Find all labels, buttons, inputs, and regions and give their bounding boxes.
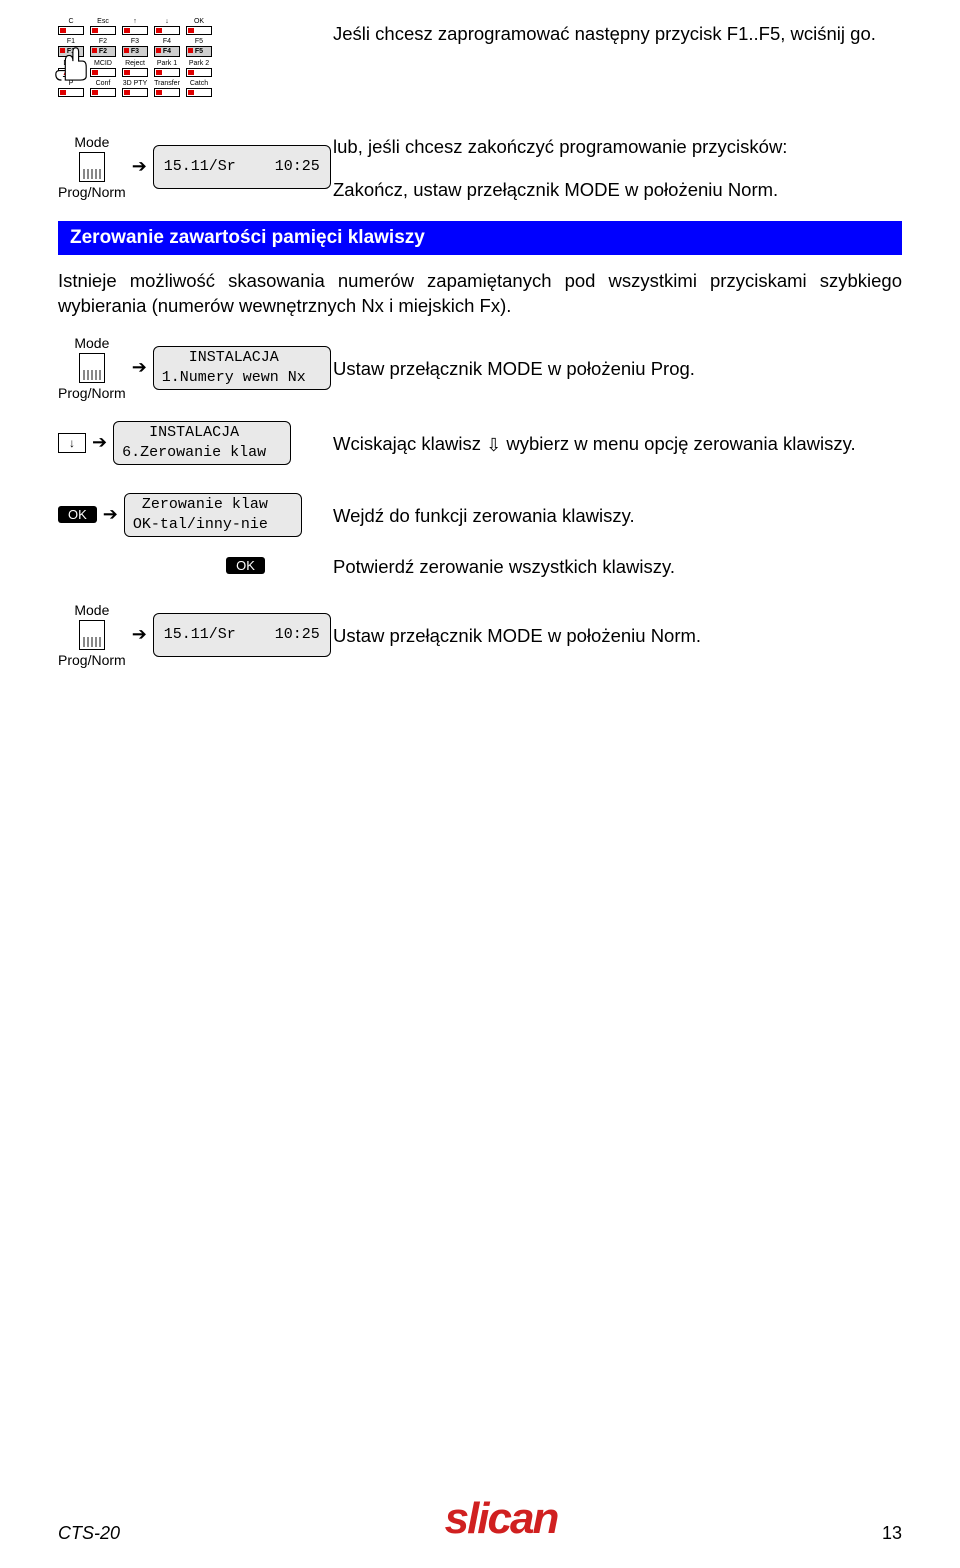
kp-lbl: Park 2	[189, 60, 209, 68]
mode-switch-icon: Mode Prog/Norm	[58, 134, 126, 200]
step-text-fragment: Wciskając klawisz	[333, 433, 486, 454]
step-text: lub, jeśli chcesz zakończyć programowani…	[333, 135, 902, 160]
lcd-text: Zerowanie klaw	[133, 495, 293, 515]
lcd-display: 15.11/Sr 10:25	[153, 145, 331, 189]
arrow-right-icon: ➔	[92, 432, 107, 453]
lcd-text: 10:25	[275, 625, 320, 645]
hand-icon	[52, 44, 90, 82]
kp-fkey: F2	[99, 48, 107, 55]
lcd-display: Zerowanie klaw OK-tal/inny-nie	[124, 493, 302, 537]
ok-key-icon: OK	[226, 557, 265, 574]
lcd-display: INSTALACJA 6.Zerowanie klaw	[113, 421, 291, 465]
mode-switch-icon: Mode Prog/Norm	[58, 602, 126, 668]
page-footer: CTS-20 slican 13	[58, 1494, 902, 1544]
step-text: Zakończ, ustaw przełącznik MODE w położe…	[333, 178, 902, 203]
kp-fkey: F5	[195, 48, 203, 55]
kp-lbl: Transfer	[154, 80, 180, 88]
mode-switch-icon: Mode Prog/Norm	[58, 335, 126, 401]
lcd-text: OK-tal/inny-nie	[133, 515, 293, 535]
ok-key-icon: OK	[58, 506, 97, 523]
arrow-right-icon: ➔	[132, 156, 147, 177]
down-key-icon: ↓	[58, 433, 86, 453]
footer-model: CTS-20	[58, 1523, 120, 1544]
kp-lbl: C	[68, 18, 73, 26]
kp-lbl: OK	[194, 18, 204, 26]
intro-paragraph: Istnieje możliwość skasowania numerów za…	[58, 269, 902, 319]
step-text-fragment: wybierz w menu opcję zerowania klawiszy.	[501, 433, 855, 454]
lcd-text: 15.11/Sr	[164, 157, 236, 177]
arrow-right-icon: ➔	[132, 624, 147, 645]
mode-label-bottom: Prog/Norm	[58, 184, 126, 200]
footer-page-number: 13	[882, 1523, 902, 1544]
lcd-text: 10:25	[275, 157, 320, 177]
lcd-display: 15.11/Sr 10:25	[153, 613, 331, 657]
kp-lbl: 3D PTY	[123, 80, 148, 88]
step-text: Wejdź do funkcji zerowania klawiszy.	[333, 500, 902, 529]
step-text: Ustaw przełącznik MODE w położeniu Prog.	[333, 353, 902, 382]
lcd-text: 6.Zerowanie klaw	[122, 443, 282, 463]
mode-label-top: Mode	[74, 602, 109, 618]
kp-lbl: MCID	[94, 60, 112, 68]
mode-label-bottom: Prog/Norm	[58, 385, 126, 401]
step-text: Wciskając klawisz ⇩ wybierz w menu opcję…	[333, 428, 902, 457]
lcd-text: INSTALACJA	[122, 423, 282, 443]
down-arrow-glyph-icon: ⇩	[486, 433, 501, 457]
kp-lbl: ↑	[133, 18, 137, 26]
arrow-right-icon: ➔	[103, 504, 118, 525]
mode-label-bottom: Prog/Norm	[58, 652, 126, 668]
mode-label-top: Mode	[74, 134, 109, 150]
kp-lbl: Esc	[97, 18, 109, 26]
footer-logo: slican	[445, 1494, 558, 1544]
kp-lbl: Park 1	[157, 60, 177, 68]
mode-label-top: Mode	[74, 335, 109, 351]
section-heading: Zerowanie zawartości pamięci klawiszy	[58, 221, 902, 255]
lcd-text: 15.11/Sr	[164, 625, 236, 645]
step-text: Jeśli chcesz zaprogramować następny przy…	[333, 18, 902, 47]
kp-lbl: ↓	[165, 18, 169, 26]
arrow-right-icon: ➔	[132, 357, 147, 378]
kp-fkey: F3	[131, 48, 139, 55]
lcd-text: INSTALACJA	[162, 348, 322, 368]
kp-fkey: F4	[163, 48, 171, 55]
keypad-diagram: C Esc ↑ ↓ OK F1F1 F2F2 F3F3 F4F4 F5F5 DN…	[58, 18, 243, 97]
step-text: Potwierdź zerowanie wszystkich klawiszy.	[333, 551, 902, 580]
kp-lbl: Reject	[125, 60, 145, 68]
kp-lbl: Catch	[190, 80, 208, 88]
step-text: Ustaw przełącznik MODE w położeniu Norm.	[333, 620, 902, 649]
lcd-text: 1.Numery wewn Nx	[162, 368, 322, 388]
kp-lbl: Conf	[96, 80, 111, 88]
lcd-display: INSTALACJA 1.Numery wewn Nx	[153, 346, 331, 390]
